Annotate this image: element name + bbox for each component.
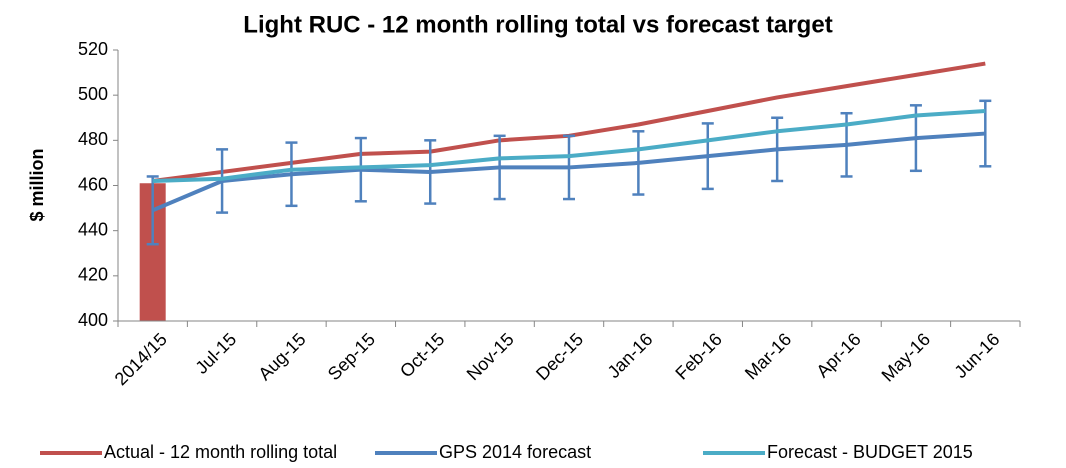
- error-bar: [771, 116, 784, 183]
- y-tick-label: 520: [78, 39, 108, 59]
- error-bar: [632, 130, 645, 196]
- error-bar: [424, 139, 437, 205]
- legend-label: Forecast - BUDGET 2015: [767, 442, 973, 462]
- x-tick-label: Nov-15: [463, 329, 518, 384]
- error-bar: [146, 175, 159, 246]
- y-tick-label: 500: [78, 84, 108, 104]
- y-tick-label: 440: [78, 219, 108, 239]
- x-tick-label: Aug-15: [254, 329, 309, 384]
- y-axis-label: $ million: [27, 148, 47, 221]
- x-tick-label: Jan-16: [604, 329, 657, 382]
- y-tick-label: 420: [78, 265, 108, 285]
- error-bar: [216, 148, 229, 214]
- x-tick-label: Feb-16: [671, 329, 725, 383]
- y-tick-label: 400: [78, 310, 108, 330]
- x-tick-label: Dec-15: [532, 329, 587, 384]
- error-bar: [701, 122, 714, 191]
- x-tick-label: Jul-15: [191, 329, 240, 378]
- error-bar: [354, 136, 367, 203]
- error-bar: [285, 141, 298, 208]
- series-line: [152, 108, 986, 183]
- x-tick-label: Sep-15: [324, 329, 379, 384]
- legend-label: GPS 2014 forecast: [439, 442, 591, 462]
- y-tick-label: 480: [78, 129, 108, 149]
- error-bar: [493, 134, 506, 201]
- x-tick-label: Apr-16: [812, 329, 864, 381]
- x-tick-label: May-16: [878, 329, 935, 386]
- y-tick-label: 460: [78, 174, 108, 194]
- chart-title: Light RUC - 12 month rolling total vs fo…: [243, 11, 832, 38]
- x-tick-label: Mar-16: [741, 329, 795, 383]
- x-tick-label: Jun-16: [950, 329, 1003, 382]
- legend-label: Actual - 12 month rolling total: [104, 442, 337, 462]
- error-bar: [563, 134, 575, 201]
- x-tick-label: 2014/15: [111, 329, 171, 389]
- x-tick-label: Oct-15: [396, 329, 448, 381]
